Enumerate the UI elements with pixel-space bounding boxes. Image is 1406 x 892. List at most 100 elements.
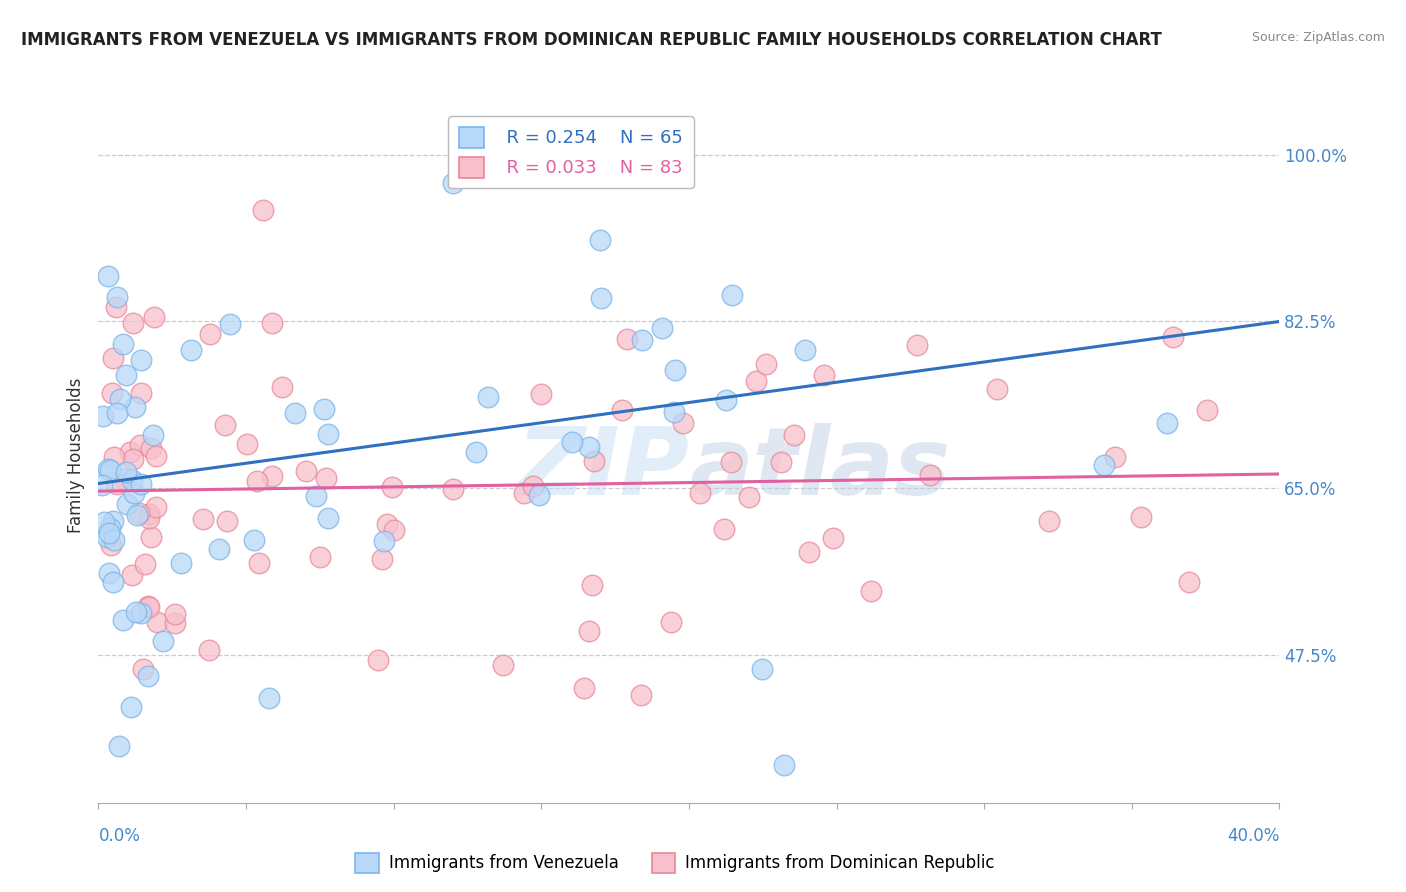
Point [198,326,221,341]
Point [170,556,193,570]
Text: ZIP: ZIP [516,423,689,515]
Point [103,514,125,528]
Text: IMMIGRANTS FROM VENEZUELA VS IMMIGRANTS FROM DOMINICAN REPUBLIC FAMILY HOUSEHOLD: IMMIGRANTS FROM VENEZUELA VS IMMIGRANTS … [21,31,1161,49]
Point [1156,417,1178,431]
Point [219,318,242,332]
Point [112,613,135,627]
Point [770,454,793,468]
Point [129,438,152,452]
Point [131,476,153,491]
Point [103,533,125,548]
Point [105,405,128,419]
Point [918,467,941,482]
Point [745,374,768,388]
Point [111,336,134,351]
Point [129,606,152,620]
Point [236,436,259,450]
Point [1092,458,1115,472]
Point [1104,450,1126,464]
Point [247,556,270,570]
Point [138,511,160,525]
Point [101,385,124,400]
Point [128,506,150,520]
Legend:   R = 0.254    N = 65,   R = 0.033    N = 83: R = 0.254 N = 65, R = 0.033 N = 83 [449,116,693,188]
Point [631,333,654,347]
Point [823,531,845,545]
Point [581,578,603,592]
Point [689,486,711,500]
Point [122,486,145,500]
Y-axis label: Family Households: Family Households [67,377,86,533]
Point [152,633,174,648]
Point [125,605,148,619]
Point [97,269,120,284]
Point [1177,574,1199,589]
Point [127,508,149,523]
Point [713,522,735,536]
Point [138,599,160,614]
Point [242,533,264,548]
Point [859,583,882,598]
Point [141,441,163,455]
Point [180,343,202,358]
Point [108,739,131,753]
Point [198,643,221,657]
Point [98,521,121,535]
Point [477,390,499,404]
Point [105,476,128,491]
Point [121,567,143,582]
Point [163,615,186,630]
Text: atlas: atlas [689,423,950,515]
Point [491,657,513,672]
Point [672,416,695,430]
Point [105,290,128,304]
Point [120,445,142,459]
Point [91,478,114,492]
Text: 40.0%: 40.0% [1227,827,1279,845]
Point [121,316,143,330]
Point [259,691,281,706]
Point [142,310,165,324]
Point [813,368,835,382]
Point [252,202,274,217]
Point [134,557,156,571]
Point [664,405,686,419]
Point [215,514,238,528]
Point [284,406,307,420]
Point [578,624,600,639]
Point [112,472,135,486]
Point [1038,514,1060,528]
Point [97,526,120,541]
Point [651,321,673,335]
Point [262,316,284,330]
Point [589,234,612,248]
Point [145,500,167,515]
Point [441,483,464,497]
Point [129,386,152,401]
Point [105,300,128,314]
Point [1130,510,1153,524]
Point [371,552,394,566]
Point [714,393,737,408]
Point [465,445,488,459]
Point [316,426,339,441]
Point [367,653,389,667]
Point [751,662,773,676]
Point [529,488,551,502]
Point [591,292,613,306]
Point [145,449,167,463]
Point [799,544,821,558]
Point [208,542,231,557]
Point [121,474,143,488]
Point [721,288,744,302]
Point [260,469,283,483]
Point [905,338,928,352]
Point [375,516,398,531]
Point [115,497,138,511]
Point [271,380,294,394]
Point [381,480,404,494]
Point [720,455,742,469]
Point [986,382,1008,396]
Point [1197,403,1219,417]
Point [561,434,583,449]
